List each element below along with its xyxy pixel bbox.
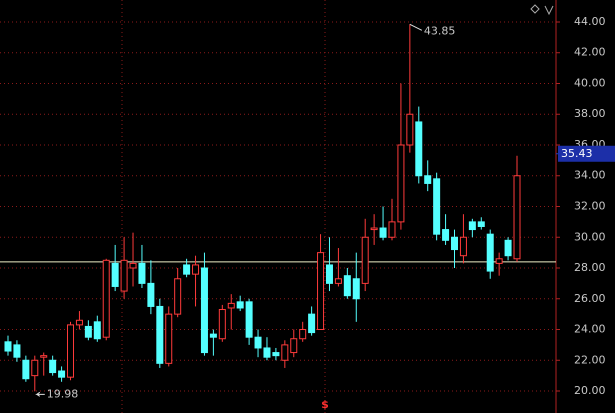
candle-body bbox=[513, 175, 521, 260]
candle-body bbox=[352, 278, 360, 300]
candle-body bbox=[504, 239, 512, 257]
candle-body bbox=[120, 259, 128, 292]
y-tick-label: 38.00 bbox=[574, 107, 606, 120]
candle-body bbox=[102, 259, 110, 338]
candle-body bbox=[477, 221, 485, 227]
candle-body bbox=[406, 113, 414, 146]
candle-body bbox=[281, 344, 289, 361]
marker: $ bbox=[321, 398, 329, 411]
candle-body bbox=[192, 264, 200, 275]
candle-body bbox=[183, 264, 191, 275]
candle-body bbox=[495, 258, 503, 264]
candle-body bbox=[13, 344, 21, 358]
candle-body bbox=[218, 309, 226, 340]
candle-body bbox=[227, 302, 235, 309]
last-price-label: 35.43 bbox=[561, 147, 593, 160]
y-tick-label: 26.00 bbox=[574, 292, 606, 305]
candle-body bbox=[299, 329, 307, 340]
candle-body bbox=[308, 313, 316, 334]
candle-body bbox=[129, 262, 137, 269]
candle-body bbox=[84, 325, 92, 338]
candle-body bbox=[156, 305, 164, 364]
candle-body bbox=[334, 278, 342, 284]
candle-body bbox=[40, 355, 48, 358]
candle-body bbox=[433, 178, 441, 235]
dropdown-icon bbox=[544, 5, 554, 16]
candle-body bbox=[67, 324, 75, 378]
y-tick-label: 40.00 bbox=[574, 76, 606, 89]
candle-body bbox=[343, 275, 351, 297]
candle-body bbox=[361, 236, 369, 284]
candle-body bbox=[272, 352, 280, 357]
candle-body bbox=[486, 233, 494, 272]
candle-body bbox=[93, 321, 101, 340]
candle-body bbox=[459, 236, 467, 257]
candle-body bbox=[290, 338, 298, 354]
y-tick-label: 32.00 bbox=[574, 200, 606, 213]
candle-body bbox=[468, 221, 476, 231]
min-pointer bbox=[35, 391, 45, 397]
y-tick-label: 42.00 bbox=[574, 46, 606, 59]
last-price-box bbox=[558, 145, 615, 162]
y-tick-label: 34.00 bbox=[574, 169, 606, 182]
candle-body bbox=[138, 262, 146, 284]
candle-body bbox=[22, 359, 30, 380]
candle-body bbox=[388, 221, 396, 238]
candle-body bbox=[325, 264, 333, 284]
candle-body bbox=[165, 313, 173, 364]
candle-body bbox=[111, 262, 119, 287]
candle-body bbox=[254, 336, 262, 349]
y-tick-label: 44.00 bbox=[574, 15, 606, 28]
candle-body bbox=[397, 144, 405, 223]
candle-body bbox=[415, 121, 423, 177]
candle-body bbox=[200, 267, 208, 354]
candle-body bbox=[245, 301, 253, 338]
min-label: 19.98 bbox=[47, 387, 79, 400]
max-pointer bbox=[409, 23, 423, 31]
candle-body bbox=[451, 236, 458, 251]
candle-body bbox=[317, 252, 325, 331]
candle-body bbox=[263, 347, 271, 358]
y-tick-label: 30.00 bbox=[574, 230, 606, 243]
candle-body bbox=[370, 227, 378, 231]
candle-body bbox=[31, 359, 39, 377]
candle-body bbox=[379, 227, 387, 238]
max-label: 43.85 bbox=[424, 24, 456, 37]
y-tick-label: 24.00 bbox=[574, 323, 606, 336]
y-tick-label: 28.00 bbox=[574, 261, 606, 274]
candle-body bbox=[174, 278, 182, 315]
candle-body bbox=[147, 282, 155, 307]
candle-body bbox=[236, 301, 244, 309]
candle-body bbox=[49, 359, 57, 374]
diamond-icon bbox=[530, 4, 540, 14]
candle-body bbox=[424, 175, 432, 184]
candle-body bbox=[4, 341, 12, 352]
candle-body bbox=[58, 370, 66, 378]
y-tick-label: 20.00 bbox=[574, 384, 606, 397]
candle-body bbox=[209, 333, 217, 338]
candle-body bbox=[442, 229, 450, 241]
y-tick-label: 22.00 bbox=[574, 353, 606, 366]
candle-body bbox=[75, 319, 83, 326]
